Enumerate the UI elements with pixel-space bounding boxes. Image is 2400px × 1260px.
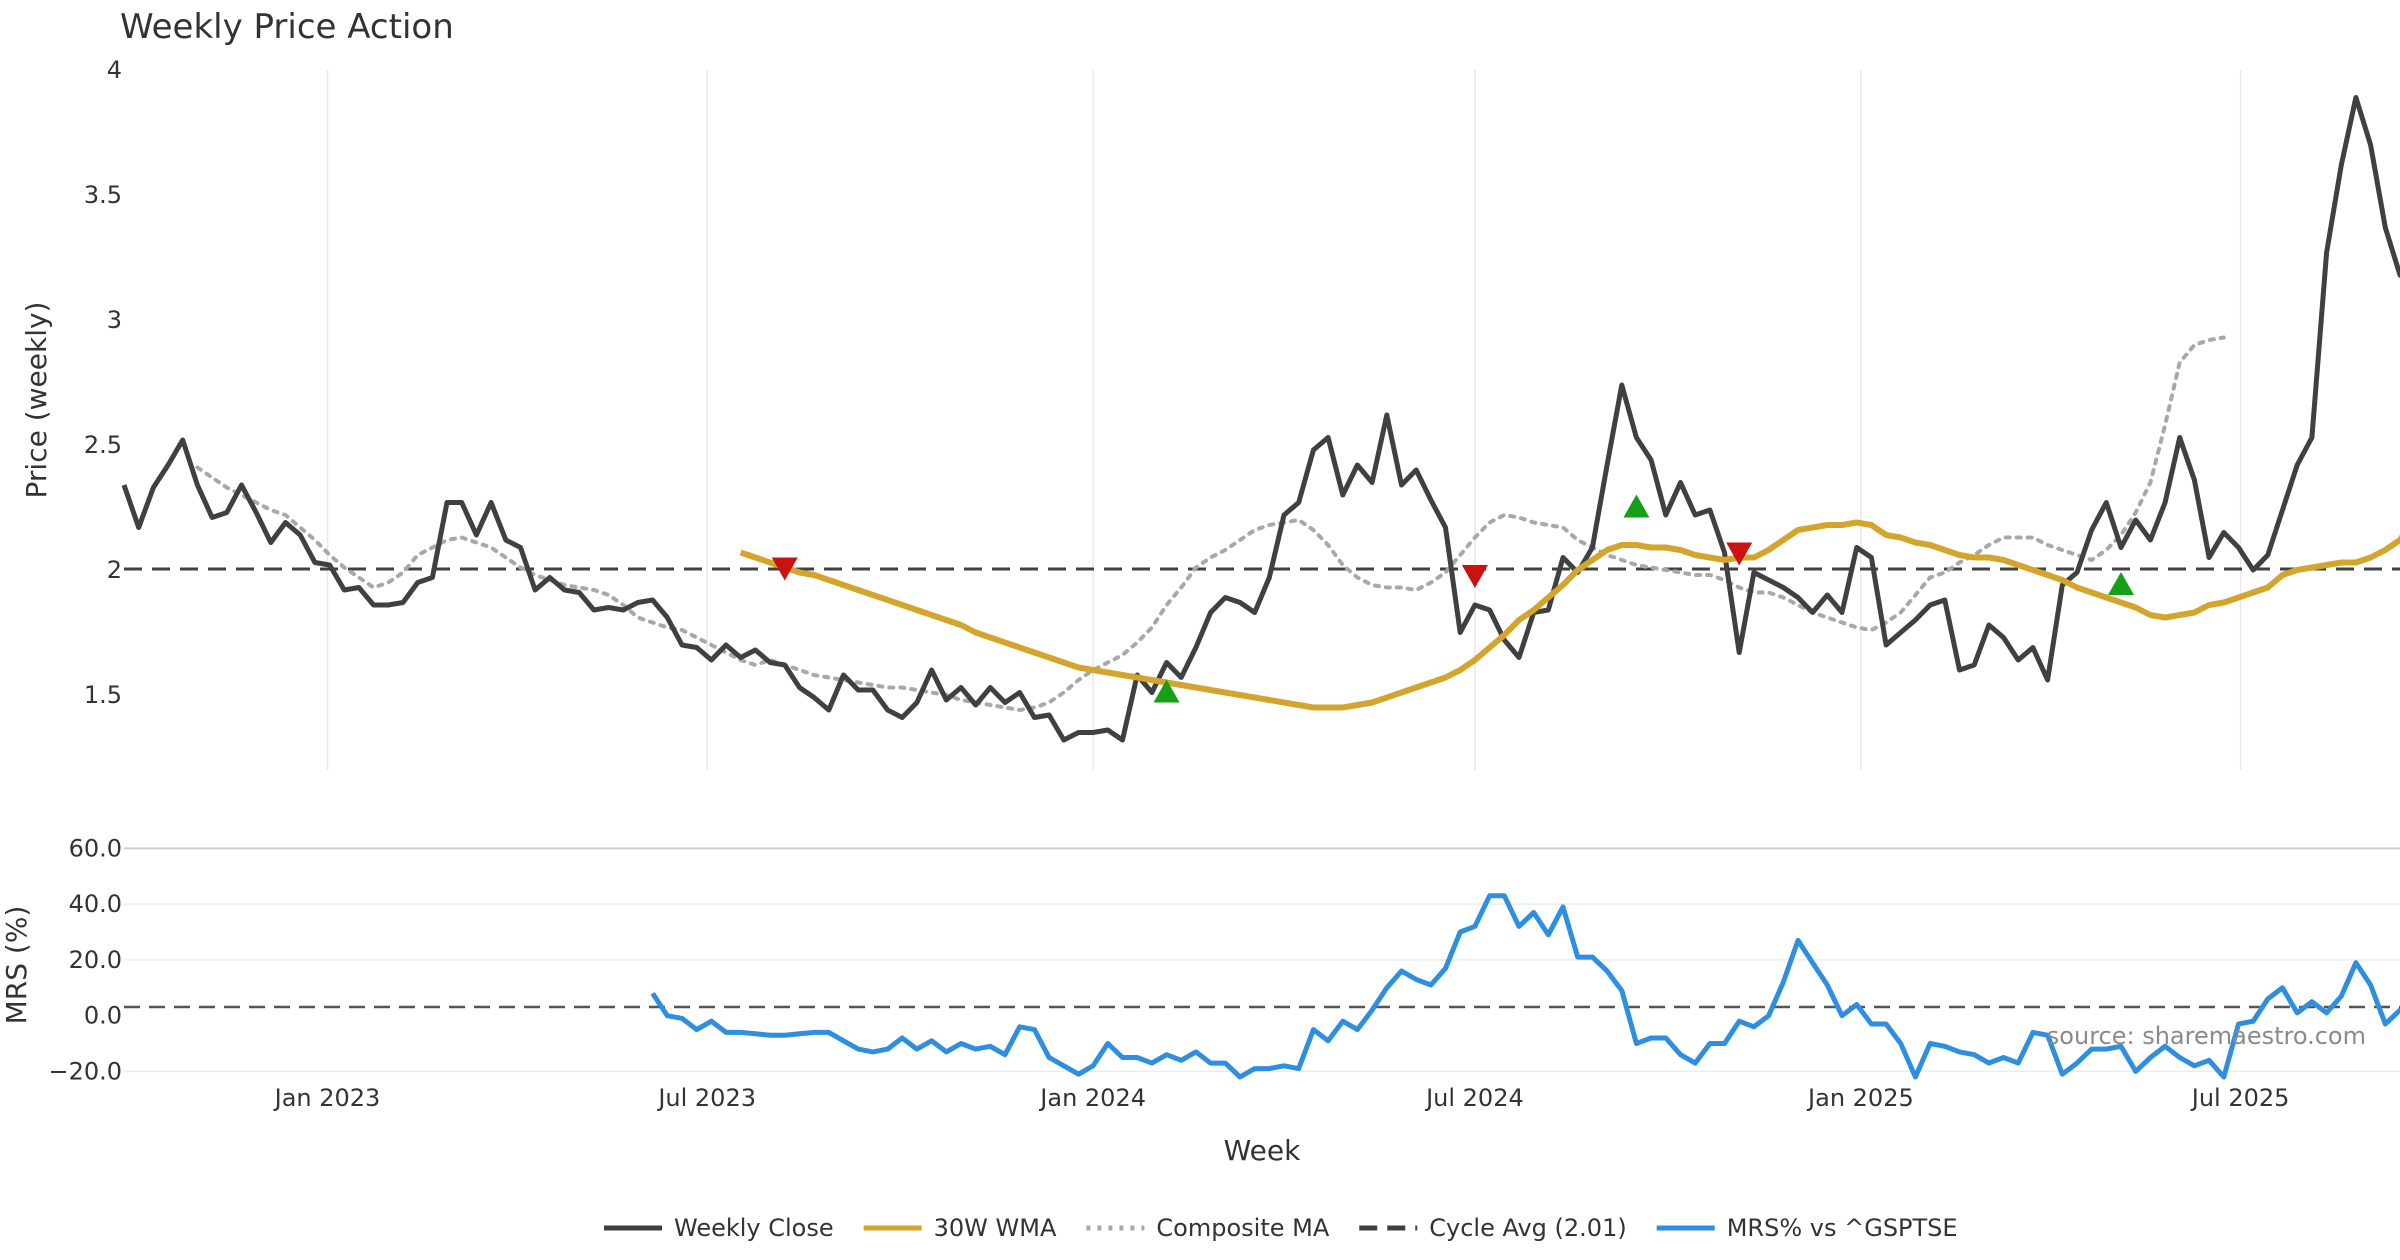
x-tick-0: Jan 2023 — [273, 1084, 381, 1112]
price-ylabel: Price (weekly) — [20, 302, 53, 499]
wma-30w-line — [739, 519, 2400, 711]
legend-label-0: Weekly Close — [674, 1214, 834, 1242]
x-tick-4: Jan 2025 — [1806, 1084, 1914, 1112]
composite-ma-line — [195, 335, 2226, 713]
mrs-line — [650, 893, 2400, 1080]
weekly-close-line — [121, 95, 2400, 743]
source-note: source: sharemaestro.com — [2047, 1022, 2366, 1050]
sell-signal-0 — [771, 557, 798, 581]
buy-signal-1 — [1623, 494, 1650, 518]
mrs-ytick-2: 20.0 — [69, 946, 122, 974]
sell-signal-1 — [1461, 565, 1488, 588]
mrs-ylabel: MRS (%) — [0, 906, 33, 1025]
price-ytick-5: 4 — [107, 56, 122, 84]
price-ytick-3: 3 — [107, 306, 122, 334]
chart-title: Weekly Price Action — [120, 7, 454, 47]
buy-signal-0 — [1153, 679, 1180, 703]
x-axis-ticks: Jan 2023 Jul 2023 Jan 2024 Jul 2024 Jan 2025… — [273, 1084, 2290, 1112]
price-ytick-1: 2 — [107, 556, 122, 584]
mrs-ytick-3: 0.0 — [84, 1002, 122, 1030]
mrs-ytick-4: −20.0 — [48, 1057, 122, 1085]
legend-label-4: MRS% vs ^GSPTSE — [1727, 1214, 1958, 1242]
buy-signal-2 — [2108, 572, 2135, 595]
x-axis-label: Week — [1224, 1134, 1301, 1167]
x-tick-1: Jul 2023 — [656, 1084, 756, 1112]
mrs-ytick-1: 40.0 — [69, 890, 122, 918]
mrs-ytick-0: 60.0 — [69, 834, 122, 862]
x-tick-3: Jul 2024 — [1424, 1084, 1524, 1112]
price-ytick-4: 3.5 — [84, 181, 122, 209]
legend-label-2: Composite MA — [1156, 1214, 1329, 1242]
mrs-grid: 60.0 40.0 20.0 0.0 −20.0 — [48, 834, 2400, 1085]
price-ytick-0: 1.5 — [84, 681, 122, 709]
x-tick-5: Jul 2025 — [2190, 1084, 2290, 1112]
legend-label-1: 30W WMA — [934, 1214, 1057, 1242]
legend-label-3: Cycle Avg (2.01) — [1429, 1214, 1626, 1242]
price-grid: 1.5 2 2.5 3 3.5 4 — [84, 56, 2242, 770]
signal-markers — [771, 494, 2135, 703]
legend: Weekly Close 30W WMA Composite MA Cycle Avg… — [604, 1214, 1958, 1242]
price-ytick-2: 2.5 — [84, 431, 122, 459]
sell-signal-2 — [1726, 542, 1753, 566]
x-tick-2: Jan 2024 — [1038, 1084, 1146, 1112]
